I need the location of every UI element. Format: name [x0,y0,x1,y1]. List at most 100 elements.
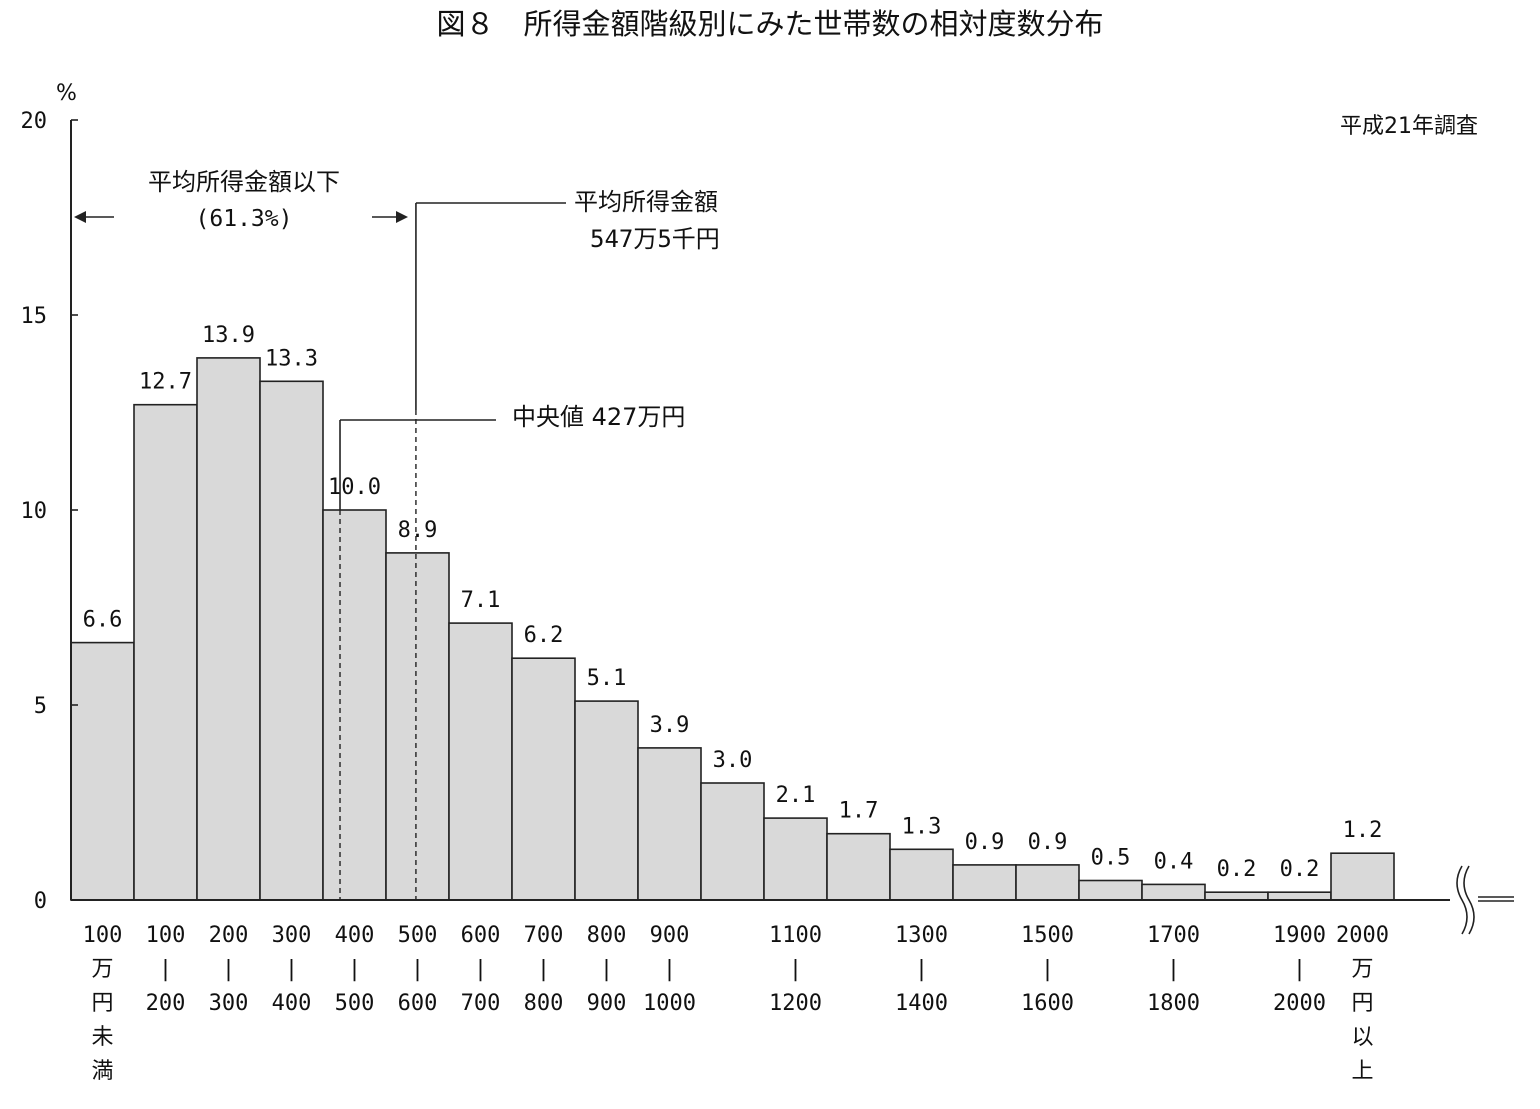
value-label-18: 0.2 [1217,857,1257,882]
x-tick-label-19-0: 1900 [1273,923,1326,948]
x-tick-label-7-2: 800 [524,991,564,1016]
y-tick-label-0: 0 [34,889,47,914]
x-tick-label-4-2: 500 [335,991,375,1016]
bar-6 [448,622,513,901]
bar-0 [70,641,135,901]
y-tick-label-1: 5 [34,694,47,719]
bar-2 [196,357,261,901]
x-tick-label-9-0: 900 [650,923,690,948]
bar-7 [511,657,576,901]
x-tick-label-13-1: | [915,957,928,982]
bar-18 [1204,891,1269,901]
value-label-1: 12.7 [139,370,192,395]
value-label-3: 13.3 [265,346,318,371]
x-tick-label-17-0: 1700 [1147,923,1200,948]
x-tick-label-0-3: 未 [91,1025,113,1050]
bar-8 [574,700,639,901]
x-tick-label-17-1: | [1167,957,1180,982]
value-label-20: 1.2 [1343,818,1383,843]
bar-5 [385,552,450,901]
value-label-0: 6.6 [83,608,123,633]
annotations-group: 平均所得金額以下 (61.3%) 平均所得金額 547万5千円 中央値 427万… [74,168,720,900]
bar-17 [1141,883,1206,901]
x-tick-label-3-2: 400 [272,991,312,1016]
below-mean-left-arrow [74,211,114,223]
value-label-12: 1.7 [839,799,879,824]
x-tick-label-11-1: | [789,957,802,982]
bar-10 [700,782,765,901]
x-tick-label-0-0: 100 [83,923,123,948]
x-tick-label-6-2: 700 [461,991,501,1016]
chart-title: 図８ 所得金額階級別にみた世帯数の相対度数分布 [436,7,1103,41]
x-tick-label-5-1: | [411,957,424,982]
x-tick-label-4-0: 400 [335,923,375,948]
value-label-5: 8.9 [398,518,438,543]
x-tick-label-20-4: 上 [1351,1059,1373,1084]
mean-income-value: 547万5千円 [590,225,720,253]
x-tick-label-15-2: 1600 [1021,991,1074,1016]
x-tick-label-5-2: 600 [398,991,438,1016]
value-label-9: 3.9 [650,713,690,738]
chart-subtitle: 平成21年調査 [1340,114,1478,139]
value-label-16: 0.5 [1091,846,1131,871]
below-mean-right-arrow [372,211,408,223]
y-tick-label-2: 10 [21,499,48,524]
value-label-2: 13.9 [202,323,255,348]
x-tick-label-7-1: | [537,957,550,982]
x-tick-label-2-0: 200 [209,923,249,948]
median-income-label: 中央値 427万円 [512,403,685,431]
bar-19 [1267,891,1332,901]
bar-1 [133,403,198,901]
y-axis-unit: % [56,81,77,106]
x-tick-label-19-2: 2000 [1273,991,1326,1016]
value-label-15: 0.9 [1028,830,1068,855]
x-tick-label-13-2: 1400 [895,991,948,1016]
y-ticks-group: 0 5 10 15 20 [21,109,78,914]
y-tick-label-4: 20 [21,109,48,134]
x-tick-label-15-0: 1500 [1021,923,1074,948]
value-label-11: 2.1 [776,783,816,808]
x-tick-label-11-0: 1100 [769,923,822,948]
x-tick-label-2-2: 300 [209,991,249,1016]
bar-4 [322,509,387,901]
x-tick-label-8-2: 900 [587,991,627,1016]
x-tick-label-19-1: | [1293,957,1306,982]
bars-group [70,357,1395,901]
bar-9 [637,747,702,901]
y-tick-label-3: 15 [21,304,48,329]
bar-3 [259,380,324,901]
axis-break-mark [1450,865,1514,935]
x-tick-label-2-1: | [222,957,235,982]
x-tick-label-20-3: 以 [1351,1025,1373,1050]
x-tick-label-20-0: 2000 [1336,923,1389,948]
x-tick-label-1-1: | [159,957,172,982]
value-label-4: 10.0 [328,475,381,500]
value-label-14: 0.9 [965,830,1005,855]
x-tick-label-20-1: 万 [1351,957,1373,982]
below-mean-percentage: (61.3%) [196,206,293,232]
bar-11 [763,817,828,901]
x-tick-label-3-0: 300 [272,923,312,948]
x-tick-label-6-1: | [474,957,487,982]
x-tick-label-3-1: | [285,957,298,982]
x-tick-label-9-1: | [663,957,676,982]
bar-15 [1015,864,1080,901]
x-tick-label-1-0: 100 [146,923,186,948]
value-label-19: 0.2 [1280,857,1320,882]
bar-14 [952,864,1017,901]
below-mean-label: 平均所得金額以下 [148,168,340,196]
value-labels-group: 6.6 12.7 13.9 13.3 10.0 8.9 7.1 6.2 5.1 3.9 3.0 2.1… [83,323,1383,882]
x-tick-label-1-2: 200 [146,991,186,1016]
bar-13 [889,848,954,901]
x-tick-label-0-2: 円 [91,991,113,1016]
x-tick-label-0-4: 満 [91,1059,113,1084]
x-tick-label-8-1: | [600,957,613,982]
x-tick-label-6-0: 600 [461,923,501,948]
value-label-10: 3.0 [713,748,753,773]
value-label-7: 6.2 [524,623,564,648]
x-tick-label-9-2: 1000 [643,991,696,1016]
mean-income-label: 平均所得金額 [574,188,718,216]
